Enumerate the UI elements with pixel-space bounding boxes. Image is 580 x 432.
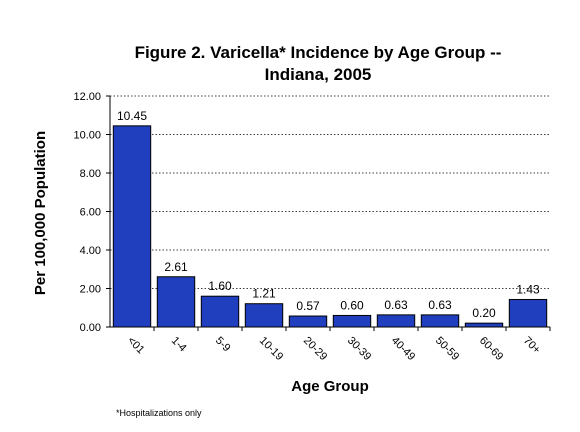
bar-value-label: 0.20 [472,306,496,320]
bars [112,125,548,328]
x-tick-label: 30-39 [345,335,373,363]
bar-value-label: 1.43 [516,282,540,296]
y-tick-label: 10.00 [73,130,101,142]
x-tick-label: 20-29 [301,335,329,363]
x-tick-label: 10-19 [257,335,285,363]
x-axis-title: Age Group [291,378,369,395]
x-tick-label: 50-59 [433,335,461,363]
bar-value-label: 0.63 [384,298,408,312]
bar [508,298,548,328]
y-tick-label: 4.00 [80,245,101,257]
bar [420,314,460,328]
axes [106,95,551,331]
bar-value-label: 0.57 [296,299,320,313]
bar [376,314,416,328]
bar [200,295,240,328]
x-tick-label: 40-49 [389,335,417,363]
bar [464,322,504,328]
y-tick-label: 6.00 [80,207,101,219]
bar-value-label: 0.60 [340,298,364,312]
x-tick-label: 60-69 [477,335,505,363]
y-tick-label: 8.00 [80,168,101,180]
x-tick-label: 1-4 [169,335,189,355]
bar [244,303,284,328]
bar-value-label: 1.21 [252,287,276,301]
bar [288,315,328,328]
labels: 0.00 2.00 4.00 6.00 8.00 10.00 12.00 10.45 <01 2.… [73,91,542,363]
bar [332,314,372,328]
y-tick-label: 2.00 [80,284,101,296]
footnote: *Hospitalizations only [116,408,202,418]
x-tick-label: <01 [125,335,147,357]
x-tick-label: 70+ [521,335,543,357]
chart-title-line-1: Figure 2. Varicella* Incidence by Age Gr… [135,43,502,62]
bar [156,276,196,328]
y-tick-label: 12.00 [73,91,101,103]
chart-title-line-2: Indiana, 2005 [265,65,372,84]
bar-value-label: 2.61 [164,260,188,274]
bar-value-label: 1.60 [208,279,232,293]
x-tick-label: 5-9 [213,335,233,355]
y-axis-title: Per 100,000 Population [32,131,49,295]
bar-value-label: 10.45 [117,109,147,123]
bar [112,125,152,328]
bar-value-label: 0.63 [428,298,452,312]
y-tick-label: 0.00 [80,322,101,334]
